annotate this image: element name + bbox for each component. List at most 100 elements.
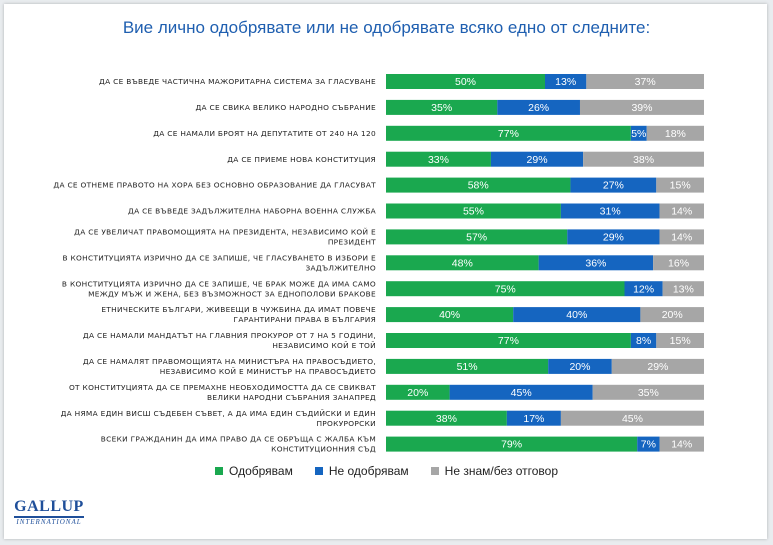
data-label: 35%: [431, 102, 452, 114]
bar-segment: [548, 358, 612, 374]
category-label: ДА СЕ НАМАЛИ БРОЯТ НА ДЕПУТАТИТЕ ОТ 240 …: [153, 129, 376, 138]
data-label: 29%: [603, 232, 624, 244]
data-label: 26%: [528, 102, 549, 114]
data-label: 13%: [555, 76, 576, 88]
bar-segment: [386, 74, 545, 89]
data-label: 45%: [622, 413, 643, 425]
data-label: 39%: [631, 102, 652, 114]
bar-segment: [656, 177, 704, 193]
category-label: ДА СЕ ВЪВЕДЕ ЗАДЪЛЖИТЕЛНА НАБОРНА ВОЕННА…: [128, 207, 376, 216]
bar-segment: [586, 74, 704, 89]
bar-segment: [386, 307, 514, 323]
data-label: 45%: [511, 387, 532, 399]
bar-segment: [624, 281, 663, 297]
data-label: 77%: [498, 128, 519, 140]
bar-segment: [659, 203, 704, 219]
bar-segment: [583, 151, 704, 167]
category-label: ЕТНИЧЕСКИТЕ БЪЛГАРИ, ЖИВЕЕЩИ В ЧУЖБИНА Д…: [101, 305, 376, 324]
data-label: 16%: [668, 257, 689, 269]
data-label: 77%: [498, 335, 519, 347]
data-label: 40%: [566, 309, 587, 321]
category-label: ДА СЕ СВИКА ВЕЛИКО НАРОДНО СЪБРАНИЕ: [195, 103, 376, 112]
bar-segment: [386, 436, 638, 452]
bar-segment: [386, 99, 498, 115]
bar-segment: [386, 358, 549, 374]
bar-segment: [560, 410, 704, 426]
bar-segment: [545, 74, 587, 89]
data-label: 55%: [463, 206, 484, 218]
bar-segment: [386, 229, 568, 245]
data-label: 17%: [523, 413, 544, 425]
legend-label-disapprove: Не одобрявам: [328, 464, 409, 478]
data-label: 58%: [468, 180, 489, 192]
bar-segment: [640, 307, 704, 323]
data-label: 13%: [673, 283, 694, 295]
category-label: В КОНСТИТУЦИЯТА ИЗРИЧНО ДА СЕ ЗАПИШЕ, ЧЕ…: [62, 253, 376, 272]
category-label: ВСЕКИ ГРАЖДАНИН ДА ИМА ПРАВО ДА СЕ ОБРЪЩ…: [101, 435, 376, 454]
bar-segment: [506, 410, 561, 426]
category-label: ДА НЯМА ЕДИН ВИСШ СЪДЕБЕН СЪВЕТ, А ДА ИМ…: [61, 409, 376, 428]
bar-segment: [386, 333, 631, 348]
data-label: 57%: [466, 232, 487, 244]
data-label: 33%: [428, 154, 449, 166]
bar-segment: [592, 384, 704, 400]
data-label: 14%: [671, 206, 692, 218]
bar-segment: [637, 436, 660, 452]
bar-segment: [386, 203, 561, 219]
bar-segment: [490, 151, 584, 167]
legend-swatch-disapprove: [314, 467, 323, 475]
category-label: ОТ КОНСТИТУЦИЯТА ДА СЕ ПРЕМАХНЕ НЕОБХОДИ…: [69, 383, 376, 402]
bar-segment: [497, 99, 580, 115]
bar-segment: [386, 255, 539, 271]
data-label: 37%: [635, 76, 656, 88]
category-label: ДА СЕ ОТНЕМЕ ПРАВОТО НА ХОРА БЕЗ ОСНОВНО…: [53, 181, 376, 190]
data-label: 38%: [436, 413, 457, 425]
data-label: 20%: [662, 309, 683, 321]
data-label: 40%: [439, 309, 460, 321]
data-label: 36%: [585, 257, 606, 269]
data-label: 35%: [638, 387, 659, 399]
data-label: 48%: [452, 257, 473, 269]
bar-segment: [386, 177, 571, 193]
data-label: 15%: [670, 335, 691, 347]
data-label: 51%: [457, 361, 478, 373]
category-label: ДА СЕ ПРИЕМЕ НОВА КОНСТИТУЦИЯ: [227, 155, 376, 164]
category-label: ДА СЕ НАМАЛЯТ ПРАВОМОЩИЯТА НА МИНИСТЪРА …: [83, 357, 376, 376]
bar-segment: [386, 151, 491, 167]
data-label: 7%: [641, 439, 656, 451]
bar-segment: [662, 281, 704, 297]
bar-segment: [646, 125, 704, 141]
data-label: 38%: [633, 154, 654, 166]
data-label: 18%: [665, 128, 686, 140]
data-label: 79%: [501, 439, 522, 451]
bar-segment: [570, 177, 657, 193]
chart-title: Вие лично одобрявате или не одобрявате в…: [122, 18, 651, 37]
bar-segment: [386, 410, 507, 426]
legend-swatch-dont-know: [430, 467, 439, 475]
bar-segment: [567, 229, 660, 245]
bar-segment: [560, 203, 660, 219]
data-label: 29%: [527, 154, 548, 166]
data-label: 14%: [671, 439, 692, 451]
bar-segment: [630, 125, 647, 141]
legend-label-dont-know: Не знам/без отговор: [444, 464, 558, 478]
data-label: 27%: [603, 180, 624, 192]
data-label: 12%: [633, 283, 654, 295]
bar-segment: [386, 281, 625, 297]
data-label: 50%: [455, 76, 476, 88]
legend-item-disapprove: Не одобрявам: [314, 464, 409, 478]
logo-main-text: GALLUP: [14, 498, 84, 515]
category-label: ДА СЕ НАМАЛИ МАНДАТЪТ НА ГЛАВНИЯ ПРОКУРО…: [83, 331, 376, 350]
data-label: 29%: [647, 361, 668, 373]
bar-segment: [513, 307, 641, 323]
bar-segment: [386, 384, 450, 400]
bar-segment: [653, 255, 704, 271]
logo-sub-text: INTERNATIONAL: [14, 516, 84, 527]
bar-segment: [659, 436, 704, 452]
bar-segment: [386, 125, 631, 141]
category-label: ДА СЕ УВЕЛИЧАТ ПРАВОМОЩИЯТА НА ПРЕЗИДЕНТ…: [74, 228, 376, 247]
category-label: ДА СЕ ВЪВЕДЕ ЧАСТИЧНА МАЖОРИТАРНА СИСТЕМ…: [99, 77, 376, 86]
data-label: 75%: [495, 283, 516, 295]
data-label: 31%: [600, 206, 621, 218]
bar-segment: [538, 255, 654, 271]
